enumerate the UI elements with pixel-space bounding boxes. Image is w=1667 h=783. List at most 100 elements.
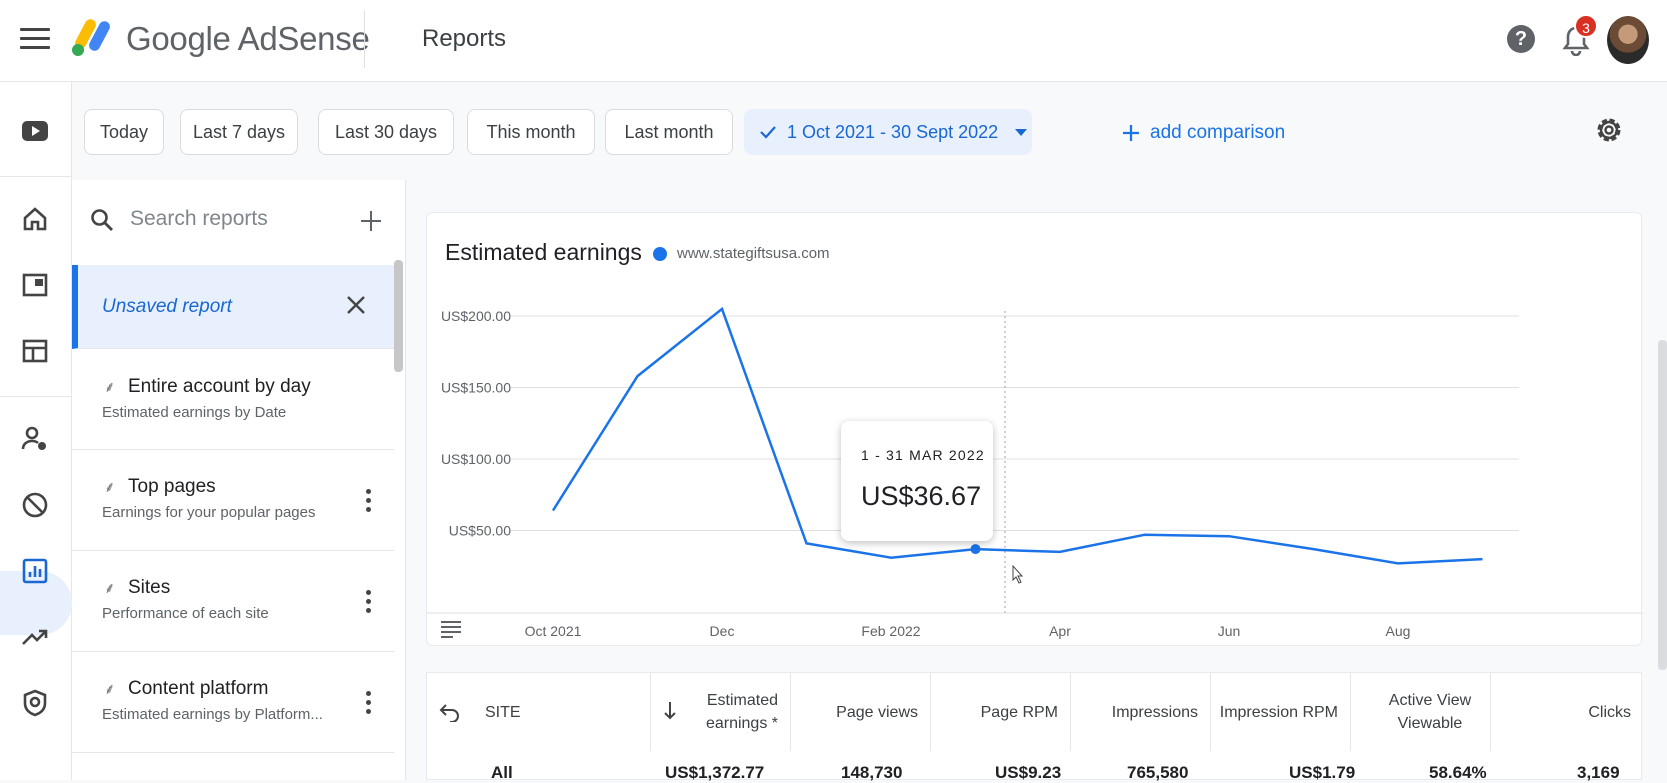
chart-tooltip: 1 - 31 MAR 2022 US$36.67 [841,421,993,541]
avatar[interactable] [1607,16,1649,64]
chip-last-7-days[interactable]: Last 7 days [180,109,298,155]
page-views-column-header[interactable]: Page views [791,673,931,751]
chip-last-month[interactable]: Last month [605,109,733,155]
settings-gear-icon[interactable] [1594,115,1624,145]
sparkle-icon: ⸙ [104,379,116,396]
row-all-active-view: 58.64% [1429,763,1487,782]
add-comparison-label: add comparison [1150,122,1286,143]
page-rpm-column-header[interactable]: Page RPM [931,673,1071,751]
account-icon[interactable] [18,422,52,456]
date-range-label: 1 Oct 2021 - 30 Sept 2022 [787,121,999,142]
trending-up-icon[interactable] [18,620,52,654]
site-column-header[interactable]: SITE [427,673,651,751]
rail-divider [0,396,72,397]
date-range-selector[interactable]: 1 Oct 2021 - 30 Sept 2022 [744,109,1032,155]
chip-today[interactable]: Today [84,109,164,155]
list-item[interactable]: ⸙ Sites Performance of each site [72,552,394,652]
add-report-icon[interactable] [360,210,382,232]
impression-rpm-column-header[interactable]: Impression RPM [1211,673,1351,751]
report-subtitle: Earnings for your popular pages [102,504,316,521]
search-icon [91,209,113,231]
row-all-earnings: US$1,372.77 [665,763,765,782]
add-comparison-button[interactable]: add comparison [1122,122,1285,144]
y-tick-label: US$100.00 [441,451,511,467]
report-title: Content platform [128,678,269,699]
earnings-chart-card: Estimated earnings www.stategiftsusa.com… [426,212,1643,647]
undo-icon[interactable] [439,702,461,722]
report-title: Top pages [128,476,216,497]
x-tick-label: Apr [1049,623,1071,639]
header-divider [364,10,365,68]
menu-icon[interactable] [20,28,50,54]
block-icon[interactable] [18,488,52,522]
privacy-shield-icon[interactable] [18,686,52,720]
page-title: Reports [422,25,507,52]
plus-icon [1123,125,1139,141]
unsaved-report-label: Unsaved report [102,296,232,317]
help-icon[interactable]: ? [1507,25,1535,53]
y-tick-label: US$200.00 [441,308,511,324]
reports-scrollbar[interactable] [394,260,403,372]
x-tick-label: Aug [1386,623,1411,639]
row-all-site: All [491,763,513,782]
list-item[interactable]: ⸙ Top pages Earnings for your popular pa… [72,451,394,551]
chip-this-month[interactable]: This month [467,109,595,155]
legend-swatch [653,247,667,261]
date-filter-bar: Today Last 7 days Last 30 days This mont… [72,82,1667,180]
y-tick-label: US$150.00 [441,380,511,396]
more-options-icon[interactable] [366,489,372,516]
report-title: Entire account by day [128,376,311,397]
clicks-column-header[interactable]: Clicks [1588,703,1631,721]
chart-title: Estimated earnings [445,239,642,265]
row-all-impressions: 765,580 [1127,763,1189,782]
sparkle-icon: ⸙ [104,580,116,597]
top-bar: Google AdSense Reports ? 3 [0,0,1667,82]
x-tick-label: Oct 2021 [525,623,582,639]
nav-rail [0,82,72,780]
impressions-column-header[interactable]: Impressions [1071,673,1211,751]
report-title: Sites [128,577,171,598]
list-item[interactable]: ⸙ Entire account by day Estimated earnin… [72,350,394,450]
series-line [551,306,1483,565]
report-subtitle: Estimated earnings by Date [102,404,287,421]
reports-icon[interactable] [18,554,52,588]
sparkle-icon: ⸙ [104,479,116,496]
earnings-line-chart[interactable]: US$200.00 US$150.00 US$100.00 US$50.00 Oct … [427,213,1643,647]
sparkle-icon: ⸙ [104,681,116,698]
dropdown-arrow-icon [1015,129,1028,136]
saved-reports-panel: Search reports Unsaved report ⸙ Entire a… [72,180,406,780]
tooltip-date: 1 - 31 MAR 2022 [861,447,985,463]
header-active-view: Active View Viewable [1388,692,1472,732]
chart-menu-icon[interactable] [441,621,461,638]
report-subtitle: Performance of each site [102,605,269,622]
page-scrollbar[interactable] [1658,340,1667,670]
check-icon [760,126,776,139]
search-input[interactable]: Search reports [130,207,268,230]
sort-down-icon [664,702,676,720]
tooltip-value: US$36.67 [861,481,982,511]
layout-icon[interactable] [18,334,52,368]
home-icon[interactable] [18,202,52,236]
legend-label: www.stategiftsusa.com [677,245,830,262]
notification-badge: 3 [1574,14,1598,38]
search-bar[interactable]: Search reports [72,180,406,260]
more-options-icon[interactable] [366,590,372,617]
active-view-column-header[interactable]: Active View Viewable [1351,673,1491,751]
x-tick-label: Jun [1218,623,1241,639]
list-item[interactable]: ⸙ Content platform Estimated earnings by… [72,653,394,753]
youtube-icon[interactable] [18,114,52,148]
more-options-icon[interactable] [366,691,372,718]
row-all-page-views: 148,730 [841,763,903,782]
rail-divider [0,176,72,177]
brand-name: Google AdSense [126,20,370,57]
data-point[interactable] [970,544,981,555]
chip-last-30-days[interactable]: Last 30 days [318,109,454,155]
header-site: SITE [485,703,521,721]
row-all-impression-rpm: US$1.79 [1289,763,1356,782]
earnings-column-header[interactable]: Estimated earnings * [651,673,791,751]
unsaved-report-item[interactable]: Unsaved report [72,265,394,349]
ads-icon[interactable] [18,268,52,302]
report-subtitle: Estimated earnings by Platform... [102,706,323,723]
close-icon[interactable] [346,295,366,315]
row-all-page-rpm: US$9.23 [995,763,1062,782]
